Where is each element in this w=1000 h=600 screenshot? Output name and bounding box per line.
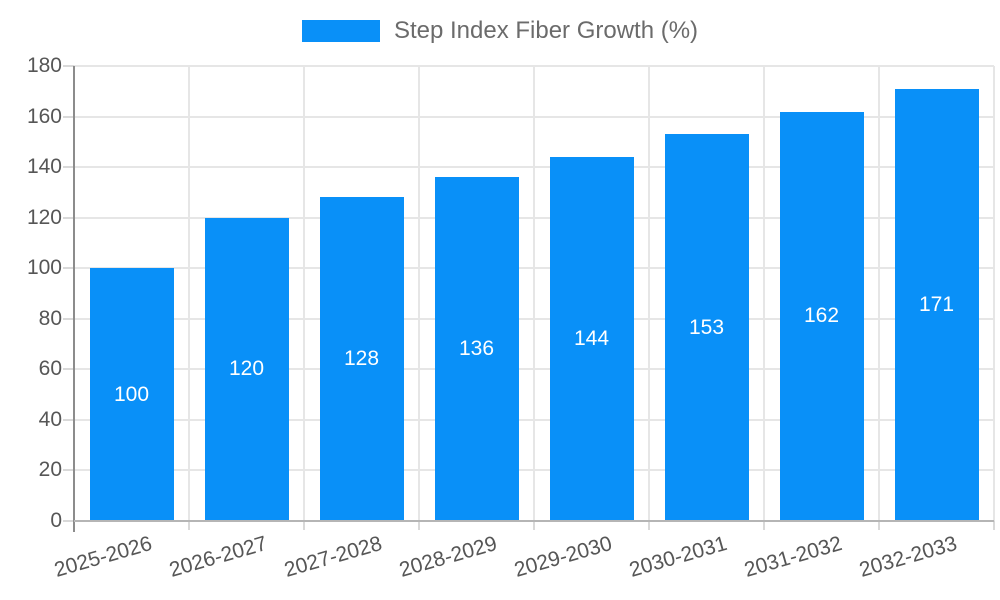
- gridline-vertical: [188, 66, 190, 521]
- bar-value-label: 144: [573, 327, 610, 350]
- gridline-vertical: [993, 66, 995, 521]
- x-axis-tick: [533, 521, 535, 530]
- y-axis-tick-label: 100: [26, 256, 62, 280]
- y-axis-tick: [63, 317, 74, 320]
- y-axis-tick: [63, 418, 74, 421]
- y-axis-tick-label: 40: [38, 407, 62, 431]
- y-axis-tick: [63, 216, 74, 219]
- x-axis-line: [74, 520, 994, 522]
- y-axis-tick: [63, 520, 74, 522]
- chart-legend: Step Index Fiber Growth (%): [0, 16, 1000, 46]
- gridline-vertical: [763, 66, 765, 521]
- bar-2027-2028: [319, 197, 404, 521]
- bar-2029-2030: [549, 157, 634, 521]
- bar-2025-2026: [89, 268, 174, 521]
- gridline-vertical: [648, 66, 650, 521]
- y-axis-tick-label: 80: [38, 306, 62, 330]
- gridline-vertical: [878, 66, 880, 521]
- y-axis-line: [73, 66, 75, 532]
- y-axis-tick: [63, 267, 74, 270]
- gridline-vertical: [533, 66, 535, 521]
- y-axis-tick: [63, 469, 74, 472]
- bar-value-label: 136: [458, 337, 495, 361]
- y-axis-tick-label: 180: [26, 54, 62, 77]
- y-axis-tick-label: 60: [38, 357, 62, 381]
- y-axis-tick-label: 20: [38, 458, 62, 482]
- y-axis-tick-label: 0: [50, 509, 62, 532]
- bar-value-label: 120: [228, 357, 265, 381]
- bar-2028-2029: [434, 177, 519, 521]
- x-axis-tick: [418, 521, 420, 530]
- y-axis-tick: [63, 65, 74, 67]
- legend-label: Step Index Fiber Growth (%): [393, 17, 699, 44]
- bar-2026-2027: [204, 217, 289, 521]
- y-axis-tick-label: 160: [26, 104, 62, 128]
- bar-value-label: 128: [343, 347, 380, 371]
- x-axis-tick: [188, 521, 190, 530]
- x-axis-tick: [303, 521, 305, 530]
- x-axis-origin-tick: [73, 521, 75, 532]
- bar-2030-2031: [664, 134, 749, 521]
- bar-2031-2032: [779, 111, 864, 521]
- x-axis-tick: [878, 521, 880, 530]
- x-axis-tick: [648, 521, 650, 530]
- gridline-vertical: [418, 66, 420, 521]
- y-axis-tick: [63, 368, 74, 371]
- x-axis-tick: [993, 521, 995, 530]
- bar-value-label: 100: [113, 382, 150, 406]
- y-axis-tick-label: 120: [26, 205, 62, 229]
- y-axis-tick-label: 140: [26, 155, 62, 179]
- x-axis-tick: [763, 521, 765, 530]
- bar-2032-2033: [894, 88, 979, 521]
- legend-swatch-icon: [301, 20, 380, 42]
- bar-value-label: 171: [918, 292, 955, 316]
- bar-value-label: 162: [803, 304, 840, 328]
- y-axis-tick: [63, 115, 74, 118]
- y-axis-tick: [63, 166, 74, 169]
- bar-value-label: 153: [688, 315, 725, 339]
- gridline-vertical: [303, 66, 305, 521]
